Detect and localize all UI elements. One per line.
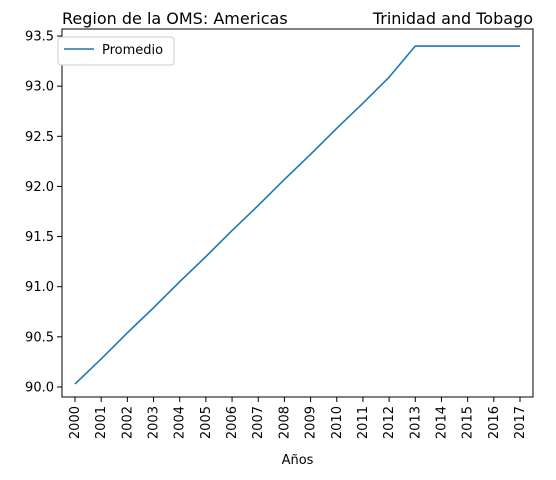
x-tick-label: 2017 <box>513 406 528 439</box>
x-tick-label: 2012 <box>382 406 397 439</box>
x-tick-label: 2002 <box>120 406 135 439</box>
x-tick-label: 2001 <box>94 406 109 439</box>
legend: Promedio <box>57 36 175 66</box>
x-tick-label: 2016 <box>487 406 502 439</box>
y-tick-label: 90.0 <box>25 380 54 395</box>
x-tick-label: 2007 <box>251 406 266 439</box>
x-axis-label: Años <box>282 453 314 468</box>
x-tick-label: 2005 <box>199 406 214 439</box>
chart-title-left: Region de la OMS: Americas <box>62 9 288 28</box>
y-tick-label: 93.0 <box>25 80 54 95</box>
x-tick-label: 2004 <box>173 406 188 439</box>
x-tick-label: 2009 <box>304 406 319 439</box>
y-tick-label: 92.5 <box>25 130 54 145</box>
x-tick-label: 2008 <box>277 406 292 439</box>
legend-label: Promedio <box>102 43 163 58</box>
y-axis-ticks: 90.0 90.5 91.0 91.5 92.0 92.5 93.0 93.5 <box>25 30 62 395</box>
x-tick-label: 2014 <box>434 406 449 439</box>
plot-frame <box>61 28 534 398</box>
y-tick-label: 91.5 <box>25 230 54 245</box>
x-tick-label: 2000 <box>68 406 83 439</box>
series-line-promedio <box>74 45 520 385</box>
y-tick-label: 92.0 <box>25 180 54 195</box>
x-tick-label: 2003 <box>147 406 162 439</box>
x-tick-label: 2015 <box>461 406 476 439</box>
y-tick-label: 90.5 <box>25 330 54 345</box>
x-tick-label: 2011 <box>356 406 371 439</box>
y-tick-label: 91.0 <box>25 280 54 295</box>
series-layer <box>74 45 520 385</box>
x-tick-label: 2006 <box>225 406 240 439</box>
chart-title-right: Trinidad and Tobago <box>372 9 533 28</box>
y-tick-label: 93.5 <box>25 30 54 45</box>
legend-box <box>57 36 175 66</box>
x-axis-ticks: 2000 2001 2002 2003 2004 2005 2006 2007 2008 2009… <box>68 397 528 439</box>
x-tick-label: 2013 <box>408 406 423 439</box>
x-tick-label: 2010 <box>330 406 345 439</box>
